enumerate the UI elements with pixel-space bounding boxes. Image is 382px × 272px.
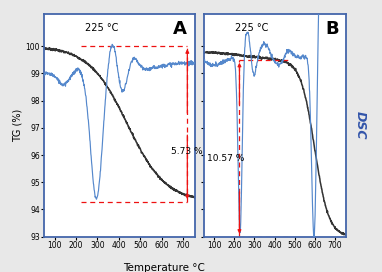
Text: B: B [325, 20, 339, 38]
Text: DSC: DSC [353, 111, 366, 139]
Text: 225 °C: 225 °C [235, 23, 269, 33]
Text: 225 °C: 225 °C [85, 23, 118, 33]
Text: Temperature °C: Temperature °C [123, 264, 205, 272]
Text: 5.73 %: 5.73 % [171, 147, 202, 156]
Text: 10.57 %: 10.57 % [207, 154, 244, 163]
Text: A: A [173, 20, 187, 38]
Y-axis label: TG (%): TG (%) [13, 109, 23, 142]
